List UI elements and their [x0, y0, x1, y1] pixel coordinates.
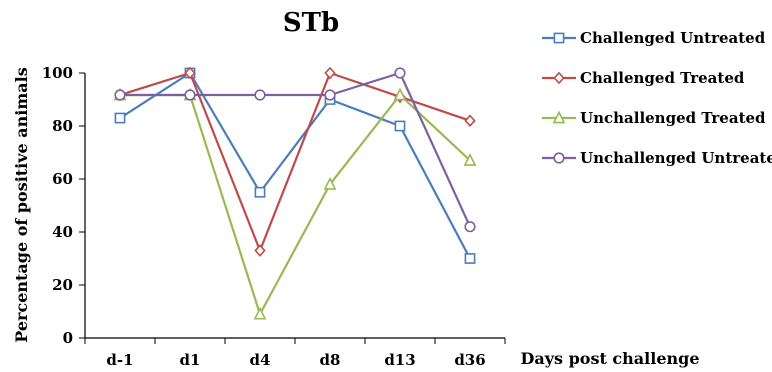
data-point: [253, 306, 267, 320]
data-point: [184, 66, 196, 80]
data-point: [114, 112, 126, 124]
data-point: [254, 89, 266, 101]
y-tick-label: 100: [42, 64, 73, 82]
data-point: [393, 87, 407, 101]
axes: 0 20 40 60 80 100 d-1 d1 d4 d8 d13 d36: [42, 64, 506, 369]
series-line: [119, 71, 471, 252]
data-point: [464, 114, 476, 127]
y-tick-label: 0: [63, 329, 73, 347]
legend-marker: [553, 32, 565, 44]
legend-item: Unchallenged Treated: [542, 109, 766, 127]
data-point: [254, 244, 266, 257]
series-layer: [113, 66, 477, 320]
series-unchallenged-treated: [113, 87, 477, 320]
y-tick-label: 80: [52, 117, 73, 135]
y-tick-label: 20: [52, 276, 73, 294]
x-tick-label: d4: [250, 351, 271, 369]
data-point: [394, 120, 406, 132]
legend-item: Challenged Treated: [542, 69, 745, 87]
legend-item: Challenged Untreated: [542, 29, 766, 47]
series-line: [119, 71, 471, 260]
legend-marker: [552, 110, 566, 124]
series-unchallenged-untreated: [114, 67, 476, 233]
x-tick-label: d1: [180, 351, 201, 369]
legend-label: Unchallenged Treated: [580, 109, 766, 127]
legend-marker: [553, 152, 565, 164]
legend-item: Unchallenged Untreated: [542, 149, 772, 167]
legend-marker: [553, 71, 565, 85]
data-point: [324, 89, 336, 101]
y-axis-label: Percentage of positive animals: [12, 67, 31, 343]
data-point: [254, 186, 266, 198]
legend-label: Unchallenged Untreated: [580, 149, 772, 167]
series-line: [120, 93, 471, 316]
x-tick-label: d13: [384, 351, 415, 369]
data-point: [394, 67, 406, 79]
series-challenged-untreated: [114, 67, 476, 264]
data-point: [464, 221, 476, 233]
legend-label: Challenged Treated: [580, 69, 745, 87]
data-point: [463, 153, 477, 166]
x-tick-label: d-1: [106, 351, 133, 369]
data-point: [464, 253, 476, 264]
y-tick-label: 60: [52, 170, 73, 188]
data-point: [184, 89, 196, 101]
y-tick-label: 40: [52, 223, 73, 241]
x-axis-label: Days post challenge: [520, 349, 699, 368]
data-point: [323, 176, 337, 190]
data-point: [114, 89, 126, 101]
data-point: [324, 66, 336, 80]
x-tick-label: d36: [454, 351, 485, 369]
legend-label: Challenged Untreated: [580, 29, 766, 47]
legend: Challenged Untreated Challenged Treated Un…: [542, 29, 772, 167]
series-line: [120, 71, 472, 228]
x-tick-label: d8: [320, 351, 341, 369]
chart-title: STb: [283, 8, 339, 38]
